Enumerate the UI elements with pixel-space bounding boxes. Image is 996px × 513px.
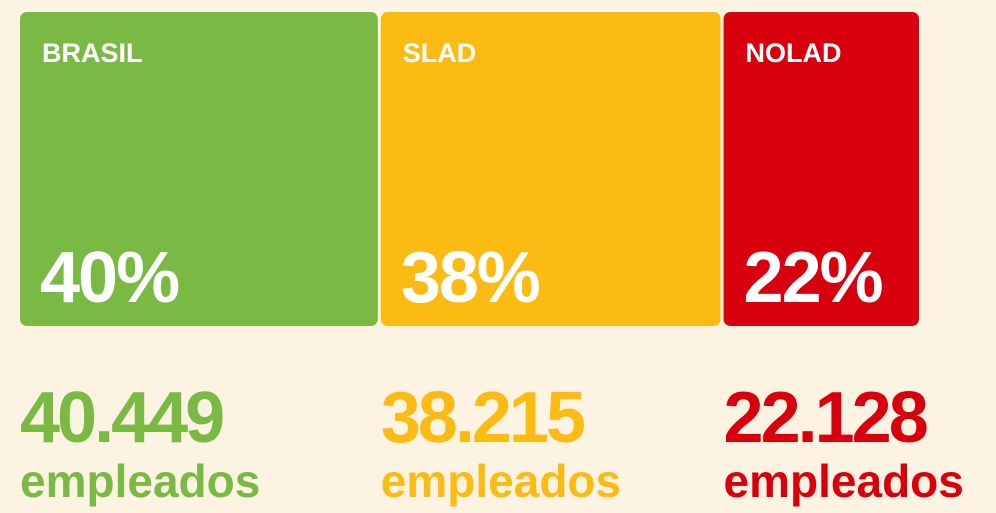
value-label: 38% [401,238,540,318]
bar [723,12,919,326]
employee-count: 38.215 [381,378,585,458]
employee-count: 40.449 [20,378,223,458]
category-label: SLAD [403,38,477,68]
employee-count: 22.128 [724,378,927,458]
bar [380,12,721,326]
bar [20,12,378,326]
value-label: 40% [40,238,179,318]
value-label: 22% [744,238,883,318]
employee-unit: empleados [724,455,964,507]
category-label: BRASIL [42,38,143,68]
employee-unit: empleados [381,455,621,507]
category-label: NOLAD [746,38,842,68]
employee-unit: empleados [20,455,260,507]
